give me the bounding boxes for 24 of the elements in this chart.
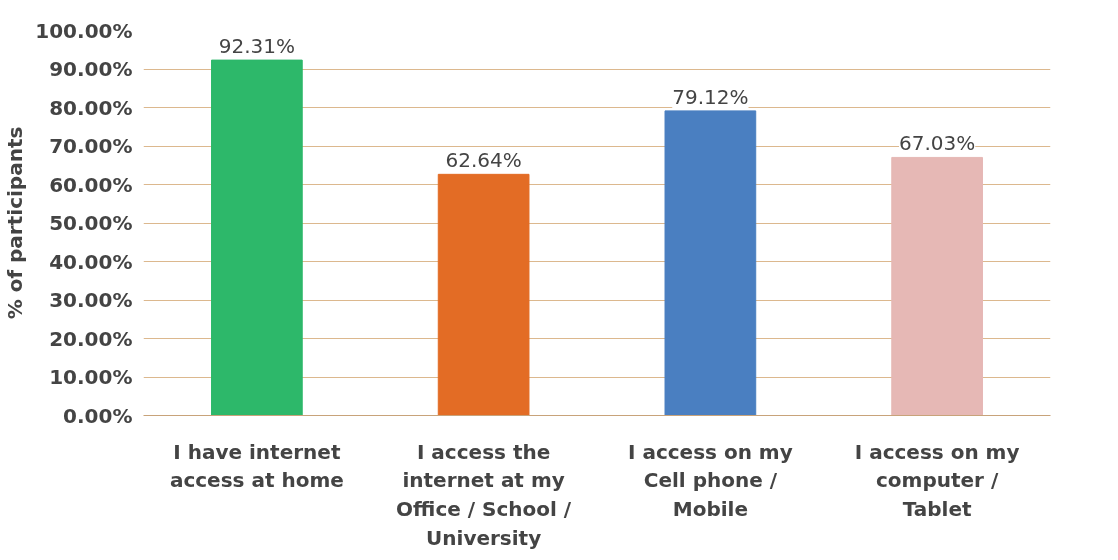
y-tick-label: 30.00% bbox=[49, 288, 133, 312]
y-tick-label: 100.00% bbox=[35, 18, 133, 43]
x-tick-label: I access on my computer / Tablet bbox=[854, 439, 1020, 522]
data-label: 67.03% bbox=[899, 131, 976, 156]
y-tick-label: 70.00% bbox=[49, 134, 133, 158]
y-axis-title: % of participants bbox=[3, 126, 28, 320]
bar bbox=[211, 59, 303, 416]
y-tick-label: 10.00% bbox=[49, 365, 133, 389]
y-tick-label: 50.00% bbox=[49, 211, 133, 235]
bar bbox=[664, 110, 757, 416]
bar bbox=[437, 173, 530, 416]
bar bbox=[891, 156, 983, 416]
y-tick-label: 0.00% bbox=[63, 403, 133, 428]
y-tick-label: 90.00% bbox=[49, 57, 133, 81]
x-tick-label: I access on my Cell phone / Mobile bbox=[627, 439, 793, 522]
y-tick-label: 20.00% bbox=[49, 326, 133, 351]
data-label: 62.64% bbox=[445, 148, 522, 173]
data-label: 79.12% bbox=[672, 84, 749, 109]
x-tick-label: I have internet access at home bbox=[169, 439, 344, 493]
y-tick-label: 80.00% bbox=[49, 95, 133, 120]
x-tick-label: I access the internet at my Office / School / University bbox=[396, 439, 572, 550]
y-tick-label: 60.00% bbox=[49, 172, 133, 197]
data-label: 92.31% bbox=[218, 34, 296, 59]
y-tick-label: 40.00% bbox=[49, 249, 133, 274]
